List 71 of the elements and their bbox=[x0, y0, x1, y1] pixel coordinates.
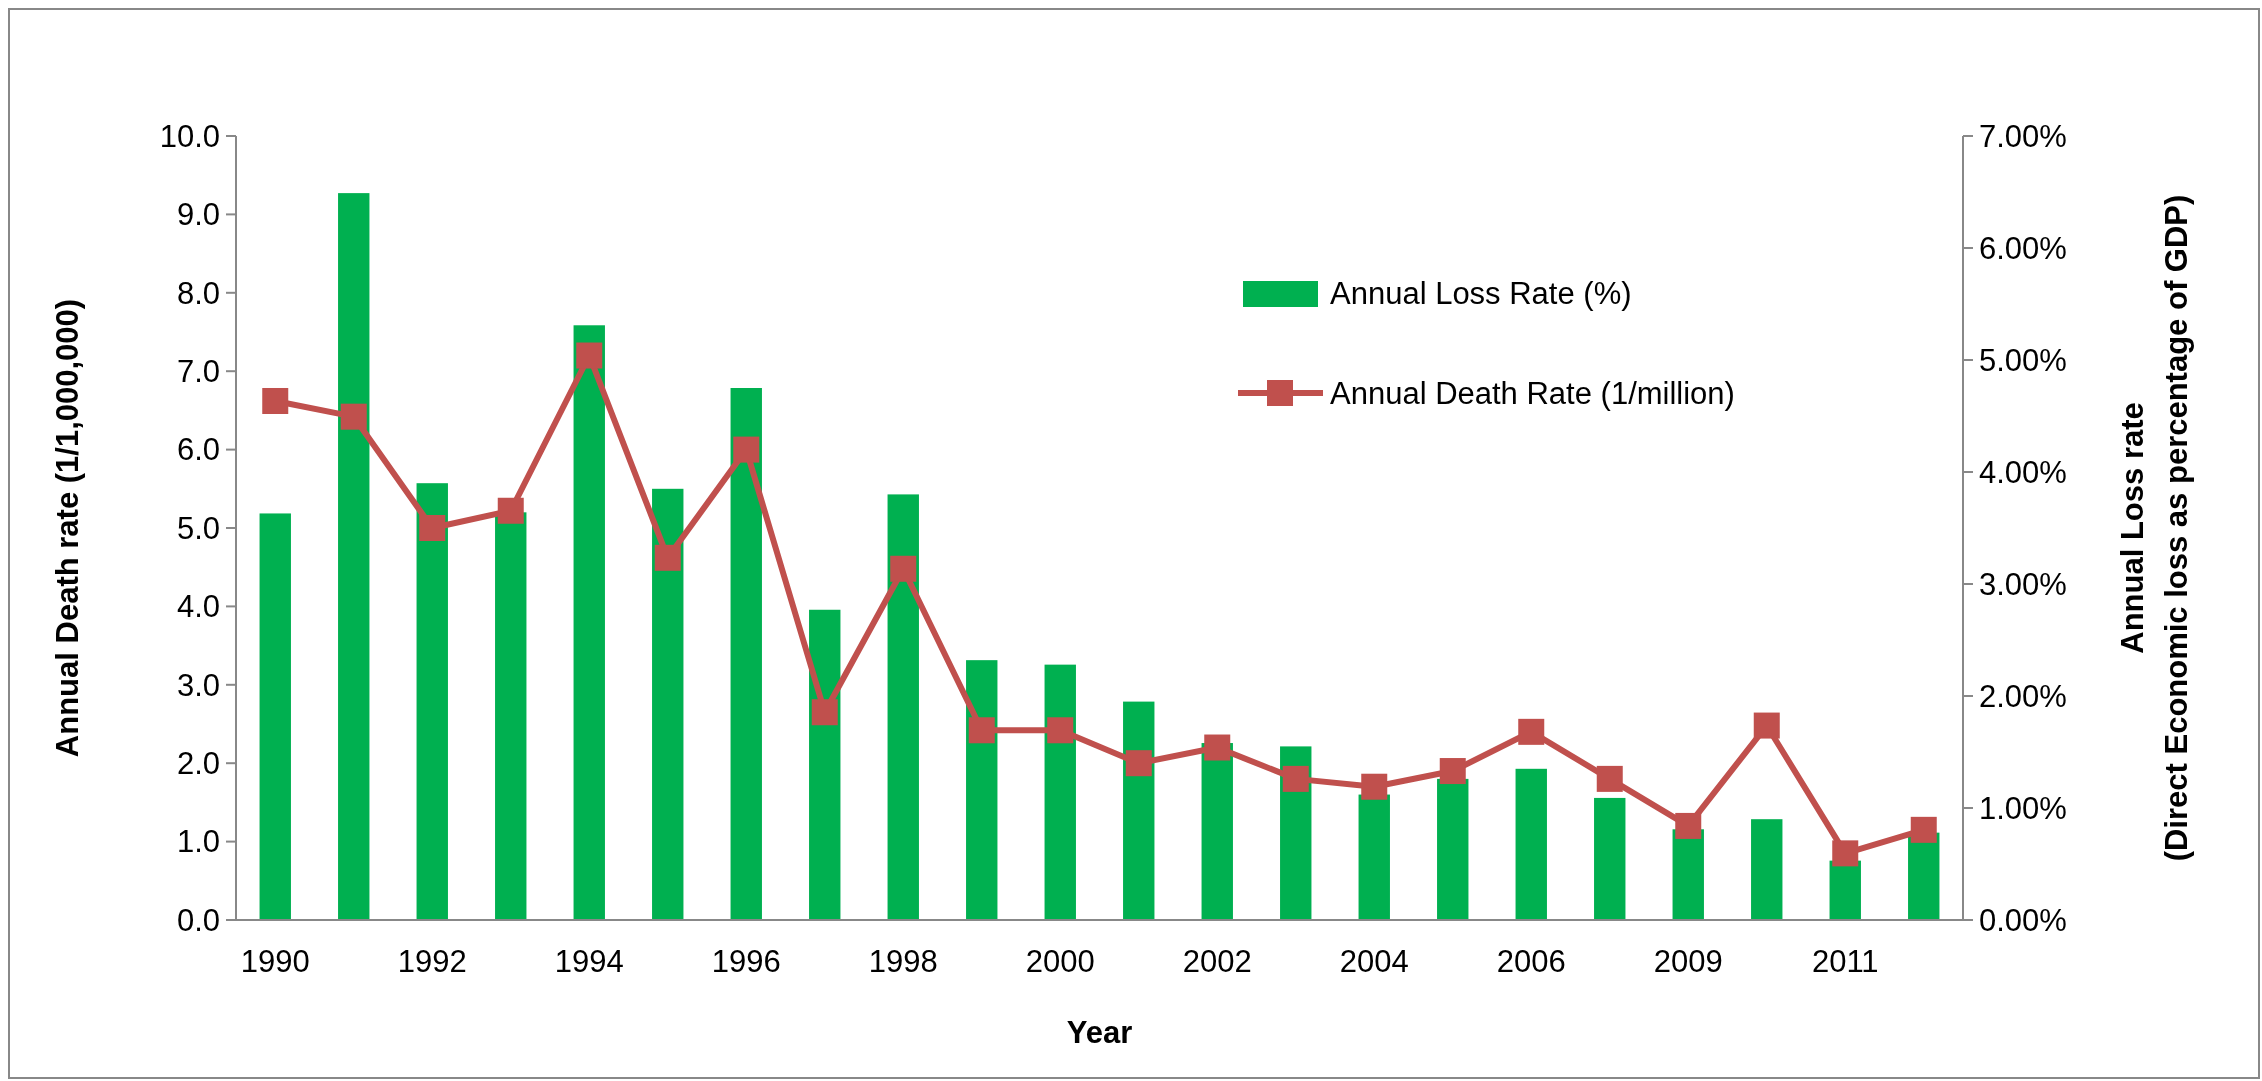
point bbox=[1282, 765, 1309, 792]
bar bbox=[730, 388, 762, 920]
y-tick-label: 0.0 bbox=[176, 902, 220, 938]
y2-tick-label: 5.00% bbox=[1979, 342, 2067, 378]
point bbox=[811, 699, 838, 726]
y2-tick-label: 2.00% bbox=[1979, 678, 2067, 714]
bar bbox=[495, 512, 527, 920]
y2-tick-label: 6.00% bbox=[1979, 230, 2067, 266]
y-tick-label: 9.0 bbox=[176, 197, 220, 233]
point bbox=[1439, 758, 1466, 785]
y2-tick-label: 3.00% bbox=[1979, 566, 2067, 602]
y-tick-label: 2.0 bbox=[176, 746, 220, 782]
bar bbox=[416, 483, 448, 920]
x-tick-label: 2004 bbox=[1339, 944, 1409, 979]
x-tick-label: 2011 bbox=[1811, 944, 1879, 979]
x-tick-label: 1992 bbox=[397, 944, 467, 979]
legend-label: Annual Loss Rate (%) bbox=[1330, 275, 1632, 311]
legend-label: Annual Death Rate (1/million) bbox=[1330, 375, 1735, 411]
point bbox=[654, 544, 681, 571]
bar bbox=[652, 488, 684, 920]
point bbox=[1832, 840, 1859, 867]
y-axis-title: Annual Death rate (1/1,000,000) bbox=[50, 298, 85, 758]
bar bbox=[259, 513, 291, 920]
point bbox=[419, 515, 446, 541]
x-tick-label: 2000 bbox=[1025, 944, 1095, 979]
y2-tick-label: 1.00% bbox=[1979, 790, 2067, 826]
bar bbox=[1358, 794, 1390, 920]
bar bbox=[338, 193, 370, 920]
bar bbox=[1044, 664, 1076, 920]
point bbox=[1675, 812, 1702, 839]
y2-tick-label: 0.00% bbox=[1979, 902, 2067, 938]
point bbox=[1125, 750, 1152, 777]
point bbox=[1910, 816, 1937, 843]
x-tick-label: 2006 bbox=[1496, 944, 1566, 979]
y2-tick-label: 4.00% bbox=[1979, 454, 2067, 490]
point bbox=[1361, 773, 1388, 800]
x-axis-title: Year bbox=[1066, 1015, 1133, 1050]
y2-tick-label: 7.00% bbox=[1979, 118, 2067, 154]
bar bbox=[1751, 819, 1783, 920]
y-tick-label: 7.0 bbox=[176, 354, 220, 390]
point bbox=[497, 497, 524, 524]
y-tick-label: 3.0 bbox=[176, 667, 220, 703]
y2-axis-title: Annual Loss rate (Direct Economic loss as percentage of GDP) bbox=[2115, 194, 2194, 862]
point bbox=[1596, 765, 1623, 792]
x-tick-label: 2009 bbox=[1653, 944, 1723, 979]
y-tick-label: 10.0 bbox=[159, 118, 220, 154]
bar bbox=[1594, 797, 1626, 920]
y-tick-label: 4.0 bbox=[176, 589, 220, 625]
point bbox=[576, 342, 603, 369]
x-tick-label: 1994 bbox=[554, 944, 624, 979]
y-tick-label: 1.0 bbox=[176, 824, 220, 860]
point bbox=[890, 555, 917, 582]
y-tick-label: 8.0 bbox=[176, 275, 220, 311]
x-tick-label: 1996 bbox=[711, 944, 781, 979]
point bbox=[1047, 717, 1074, 744]
y-tick-label: 5.0 bbox=[176, 510, 220, 546]
bar bbox=[887, 494, 919, 920]
x-tick-label: 1990 bbox=[240, 944, 310, 979]
bar bbox=[1515, 768, 1547, 920]
x-tick-label: 2002 bbox=[1182, 944, 1252, 979]
bar bbox=[573, 325, 605, 920]
point bbox=[1753, 712, 1780, 739]
point bbox=[733, 436, 760, 463]
point bbox=[262, 387, 289, 414]
point bbox=[340, 403, 367, 430]
bar bbox=[1437, 778, 1469, 920]
y-tick-label: 6.0 bbox=[176, 432, 220, 468]
point bbox=[968, 717, 995, 744]
point bbox=[1518, 718, 1545, 745]
x-tick-label: 1998 bbox=[868, 944, 938, 979]
point bbox=[1204, 734, 1231, 761]
